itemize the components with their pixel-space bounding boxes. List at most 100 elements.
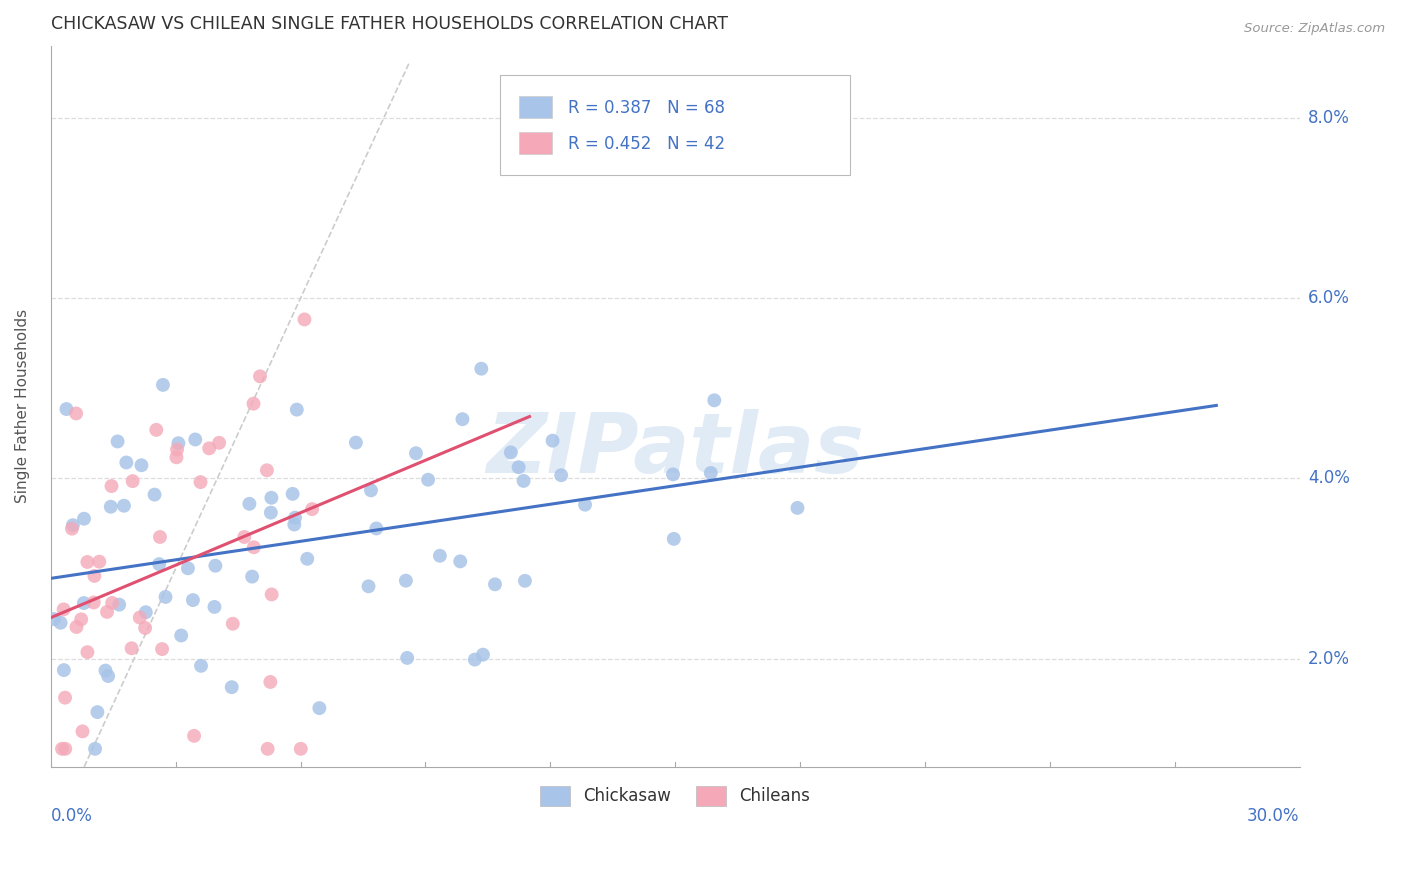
Point [166, 442, 188, 457]
Point [222, 616, 245, 631]
Point [165, 450, 187, 465]
Y-axis label: Single Father Households: Single Father Households [15, 310, 30, 503]
Point [472, 648, 495, 662]
Point [284, 510, 307, 524]
Point [152, 377, 174, 392]
Point [65, 620, 87, 634]
Point [134, 621, 156, 635]
FancyBboxPatch shape [501, 75, 851, 176]
Point [662, 532, 685, 546]
Text: R = 0.452   N = 42: R = 0.452 N = 42 [568, 135, 725, 153]
Point [294, 312, 316, 326]
Point [285, 402, 308, 417]
Point [513, 574, 536, 588]
Point [101, 596, 124, 610]
Point [108, 598, 131, 612]
Point [112, 499, 135, 513]
Point [70, 612, 93, 626]
Point [42, 612, 65, 626]
Point [260, 491, 283, 505]
Point [484, 577, 506, 591]
Point [89, 555, 111, 569]
Point [301, 502, 323, 516]
Point [700, 466, 723, 480]
FancyBboxPatch shape [519, 95, 551, 118]
Point [52, 663, 75, 677]
Point [49, 615, 72, 630]
Point [53, 741, 76, 756]
Point [308, 701, 330, 715]
Point [167, 436, 190, 450]
Text: 30.0%: 30.0% [1247, 807, 1299, 825]
Point [508, 460, 530, 475]
Point [405, 446, 427, 460]
Point [256, 463, 278, 477]
Point [149, 530, 172, 544]
Point [83, 595, 105, 609]
Point [243, 541, 266, 555]
Point [283, 517, 305, 532]
Point [83, 569, 105, 583]
Point [107, 434, 129, 449]
Point [51, 741, 73, 756]
Point [449, 554, 471, 568]
Point [396, 651, 419, 665]
Point [97, 669, 120, 683]
Point [55, 402, 77, 417]
Point [143, 487, 166, 501]
Point [260, 506, 283, 520]
Point [145, 423, 167, 437]
Point [429, 549, 451, 563]
Point [786, 500, 808, 515]
Point [574, 498, 596, 512]
Point [53, 690, 76, 705]
Point [62, 518, 84, 533]
Point [204, 558, 226, 573]
Point [240, 569, 263, 583]
Point [84, 741, 107, 756]
Point [121, 641, 143, 656]
Point [183, 729, 205, 743]
Point [100, 479, 122, 493]
Point [297, 551, 319, 566]
Point [52, 602, 75, 616]
Point [344, 435, 367, 450]
Text: 2.0%: 2.0% [1308, 649, 1350, 668]
Text: R = 0.387   N = 68: R = 0.387 N = 68 [568, 99, 725, 117]
Point [470, 361, 492, 376]
Point [65, 406, 87, 420]
Point [360, 483, 382, 498]
Point [135, 605, 157, 619]
Point [100, 500, 122, 514]
Point [260, 587, 283, 601]
Point [395, 574, 418, 588]
Point [208, 435, 231, 450]
Point [249, 369, 271, 384]
Point [115, 455, 138, 469]
Point [281, 487, 304, 501]
Text: ZIPatlas: ZIPatlas [486, 409, 865, 490]
Legend: Chickasaw, Chileans: Chickasaw, Chileans [533, 779, 817, 813]
Point [190, 475, 212, 489]
Point [177, 561, 200, 575]
FancyBboxPatch shape [519, 132, 551, 153]
Point [198, 442, 221, 456]
Point [131, 458, 153, 473]
Point [73, 596, 96, 610]
Point [121, 474, 143, 488]
Point [662, 467, 685, 482]
Point [290, 741, 312, 756]
Point [464, 652, 486, 666]
Point [86, 705, 108, 719]
Point [60, 522, 83, 536]
Text: 6.0%: 6.0% [1308, 289, 1350, 307]
Point [242, 397, 264, 411]
Point [259, 675, 281, 690]
Point [155, 590, 177, 604]
Text: Source: ZipAtlas.com: Source: ZipAtlas.com [1244, 22, 1385, 36]
Point [512, 474, 534, 488]
Point [233, 530, 256, 544]
Point [96, 605, 118, 619]
Text: 4.0%: 4.0% [1308, 469, 1350, 487]
Point [148, 557, 170, 571]
